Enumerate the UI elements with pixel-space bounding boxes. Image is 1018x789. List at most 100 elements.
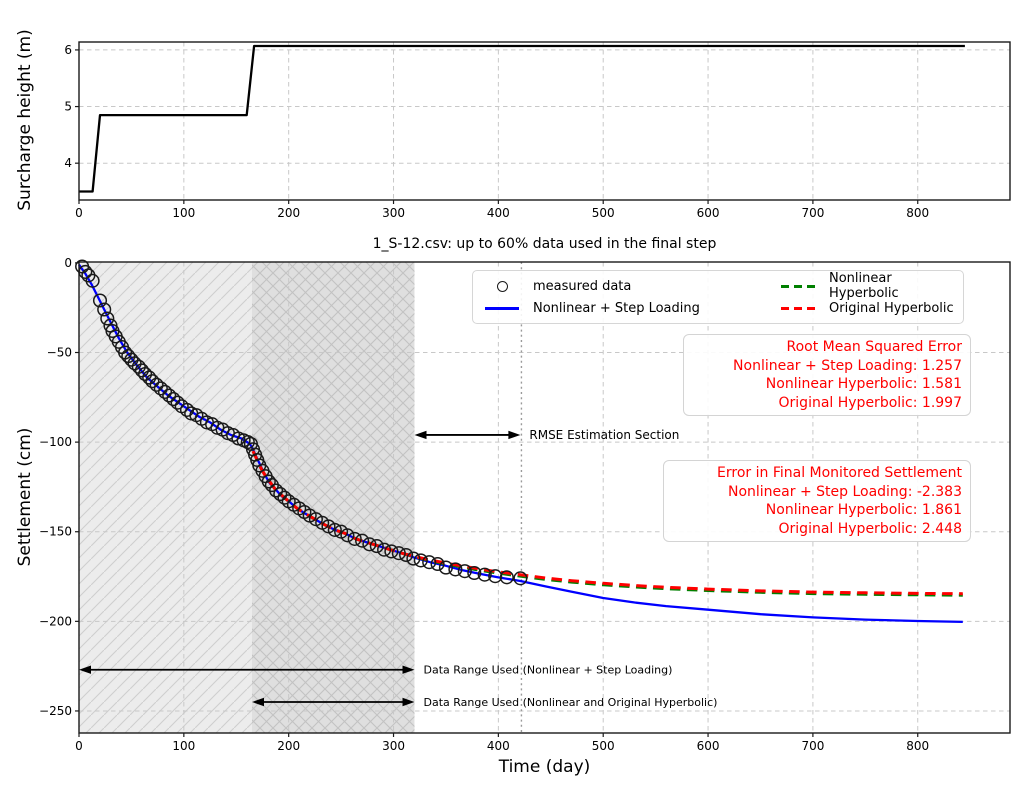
measured-point: [406, 551, 421, 566]
settlement-y-tick-label: 0: [64, 256, 72, 270]
legend-label: Nonlinear + Step Loading: [533, 300, 700, 316]
measured-point: [438, 560, 453, 575]
measured-data-points: [75, 259, 528, 586]
range-hyperbolic-arrow: Data Range Used (Nonlinear and Original …: [251, 696, 717, 709]
measured-point: [149, 377, 164, 392]
legend-item-measured-data: measured data: [479, 275, 775, 297]
legend-label: Original Hyperbolic: [829, 300, 954, 316]
surcharge-x-tick-label: 200: [277, 206, 300, 220]
settlement-x-tick-label: 300: [382, 739, 405, 753]
measured-point: [467, 565, 482, 581]
measured-point: [277, 490, 292, 505]
measured-point: [477, 567, 492, 582]
surcharge-x-tick-label: 100: [172, 206, 195, 220]
error-nonlinear-hyperbolic-value: Nonlinear Hyperbolic: 1.861: [765, 502, 962, 519]
measured-point: [384, 544, 399, 559]
settlement-y-tick-label: −200: [39, 614, 72, 628]
settlement-x-tick-label: 100: [172, 739, 195, 753]
surcharge-frame: [78, 41, 1011, 201]
surcharge-y-tick-label: 6: [64, 43, 72, 57]
time-x-axis-label: Time (day): [498, 757, 591, 777]
measured-point: [413, 553, 428, 568]
settlement-y-tick-label: −150: [39, 525, 72, 539]
arrow-head-right: [402, 697, 415, 707]
measured-point: [100, 311, 115, 326]
settlement-chart-title: 1_S-12.csv: up to 60% data used in the f…: [372, 236, 717, 252]
measured-point: [85, 273, 100, 288]
arrow-head-left: [79, 665, 91, 674]
red-dashed-line-icon: [775, 306, 821, 310]
measured-point: [355, 533, 370, 548]
surcharge-x-tick-label: 0: [75, 206, 83, 220]
arrow-head-left: [414, 430, 427, 440]
measured-point: [430, 556, 445, 572]
surcharge-x-tick-label: 600: [697, 206, 720, 220]
rmse-section-arrow-label: RMSE Estimation Section: [529, 428, 679, 442]
measured-point: [166, 392, 181, 407]
error-step-loading-value: Nonlinear + Step Loading: -2.383: [727, 483, 962, 500]
rmse-original-hyperbolic-value: Original Hyperbolic: 1.997: [778, 394, 962, 411]
surcharge-y-tick-label: 5: [64, 100, 72, 114]
measured-point: [157, 384, 173, 399]
settlement-x-tick-label: 800: [906, 739, 929, 753]
data-range-span-hatch: [251, 262, 415, 733]
measured-point: [97, 302, 112, 317]
error-original-hyperbolic-value: Original Hyperbolic: 2.448: [778, 520, 962, 537]
settlement-y-tick-label: −100: [39, 435, 72, 449]
measured-point: [162, 388, 177, 403]
settlement-x-tick-label: 200: [277, 739, 300, 753]
settlement-axes: 0 100 200 300 400 500 600 700 800 0 −50 −100 −150 −20…: [39, 256, 1011, 753]
measured-point: [422, 555, 437, 570]
error-box-title: Error in Final Monitored Settlement: [717, 465, 962, 481]
settlement-x-tick-label: 0: [75, 739, 83, 753]
surcharge-x-tick-label: 500: [592, 206, 615, 220]
surcharge-x-tick-label: 400: [487, 206, 510, 220]
measured-point: [124, 352, 139, 367]
measured-point: [153, 381, 168, 396]
measured-point: [127, 356, 142, 371]
range-step-loading-arrow-label: Data Range Used (Nonlinear + Step Loadin…: [423, 664, 672, 677]
rmse-box: Root Mean Squared Error Nonlinear + Step…: [683, 334, 971, 417]
surcharge-y-tick-label: 4: [64, 156, 72, 170]
measured-point: [457, 564, 472, 579]
measured-point: [399, 547, 414, 563]
measured-point: [362, 537, 377, 552]
measured-point: [145, 374, 160, 389]
settlement-y-axis-label: Settlement (cm): [15, 427, 35, 567]
measured-point: [340, 528, 355, 543]
range-hyperbolic-arrow-label: Data Range Used (Nonlinear and Original …: [423, 696, 717, 709]
range-step-loading-arrow: Data Range Used (Nonlinear + Step Loadin…: [79, 664, 672, 677]
legend-item-original-hyperbolic: Original Hyperbolic: [775, 297, 957, 319]
settlement-x-tick-label: 400: [487, 739, 510, 753]
arrow-head-right: [402, 665, 415, 674]
legend-item-nonlinear-hyperbolic: Nonlinear Hyperbolic: [775, 271, 957, 301]
measured-point: [170, 395, 185, 410]
legend-label: Nonlinear Hyperbolic: [829, 271, 899, 301]
settlement-y-tick-label: −250: [39, 704, 72, 718]
surcharge-x-tick-label: 800: [906, 206, 929, 220]
measured-point: [138, 366, 153, 382]
rmse-section-arrow: RMSE Estimation Section: [414, 428, 679, 442]
settlement-x-tick-label: 700: [801, 739, 824, 753]
surcharge-step-line: [79, 44, 965, 193]
measured-point: [269, 483, 284, 498]
measured-point: [499, 570, 514, 585]
rmse-box-title: Root Mean Squared Error: [786, 339, 962, 355]
arrow-head-right: [508, 430, 521, 440]
measured-point: [92, 293, 108, 308]
measured-point: [448, 562, 463, 577]
measured-point: [488, 569, 503, 584]
measured-point: [261, 474, 276, 489]
measured-point: [377, 542, 392, 557]
settlement-x-tick-label: 500: [592, 739, 615, 753]
rmse-step-loading-value: Nonlinear + Step Loading: 1.257: [733, 357, 962, 374]
blue-solid-line-icon: [479, 306, 525, 310]
measured-data-marker-icon: [479, 280, 525, 292]
measured-point: [369, 539, 384, 554]
measured-point: [273, 487, 288, 502]
rmse-nonlinear-hyperbolic-value: Nonlinear Hyperbolic: 1.581: [765, 376, 962, 393]
settlement-frame: [78, 261, 1011, 734]
measured-point: [78, 264, 93, 279]
legend-item-step-loading: Nonlinear + Step Loading: [479, 297, 775, 319]
